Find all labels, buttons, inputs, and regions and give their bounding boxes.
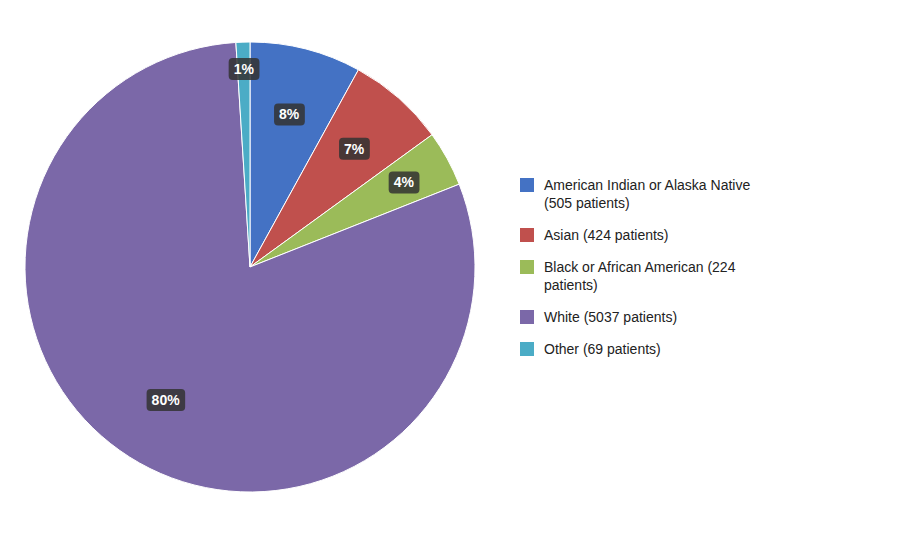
pie-slice <box>25 42 475 492</box>
legend-item: White (5037 patients) <box>520 309 677 325</box>
data-label-box <box>147 389 186 411</box>
legend-swatch <box>520 310 534 324</box>
data-label-group: 1% <box>229 58 260 80</box>
legend-label: White (5037 patients) <box>544 309 677 325</box>
data-label: 1% <box>234 61 255 77</box>
legend-item: Other (69 patients) <box>520 341 661 357</box>
legend-label: Asian (424 patients) <box>544 227 669 243</box>
data-label-box <box>339 138 370 160</box>
legend-swatch <box>520 260 534 274</box>
legend-label-line: American Indian or Alaska Native <box>544 177 750 193</box>
data-label-box <box>229 58 260 80</box>
data-label: 80% <box>152 392 181 408</box>
chart: 8% 7% 4% 80% 1% American Indian or Alaska Nat… <box>0 0 900 534</box>
legend-item: Black or African American (224 patients) <box>520 259 736 293</box>
legend-swatch <box>520 228 534 242</box>
legend-label-line: patients) <box>544 277 598 293</box>
data-labels: 8% 7% 4% 80% 1% <box>147 58 420 411</box>
legend: American Indian or Alaska Native (505 pat… <box>520 177 750 357</box>
legend-item: Asian (424 patients) <box>520 227 669 243</box>
data-label-group: 8% <box>274 103 305 125</box>
legend-label-line: Other (69 patients) <box>544 341 661 357</box>
legend-item: American Indian or Alaska Native (505 pat… <box>520 177 750 211</box>
data-label-group: 4% <box>389 171 420 193</box>
data-label-group: 80% <box>147 389 186 411</box>
data-label-box <box>389 171 420 193</box>
legend-label-line: Asian (424 patients) <box>544 227 669 243</box>
data-label: 7% <box>344 141 365 157</box>
legend-label-line: Black or African American (224 <box>544 259 736 275</box>
data-label: 4% <box>394 174 415 190</box>
legend-swatch <box>520 342 534 356</box>
legend-label: Other (69 patients) <box>544 341 661 357</box>
legend-label-line: (505 patients) <box>544 195 630 211</box>
data-label-group: 7% <box>339 138 370 160</box>
legend-label-line: White (5037 patients) <box>544 309 677 325</box>
legend-label: Black or African American (224 patients) <box>544 259 736 293</box>
legend-label: American Indian or Alaska Native (505 pat… <box>544 177 750 211</box>
legend-swatch <box>520 178 534 192</box>
data-label: 8% <box>279 106 300 122</box>
pie <box>25 42 475 492</box>
data-label-box <box>274 103 305 125</box>
